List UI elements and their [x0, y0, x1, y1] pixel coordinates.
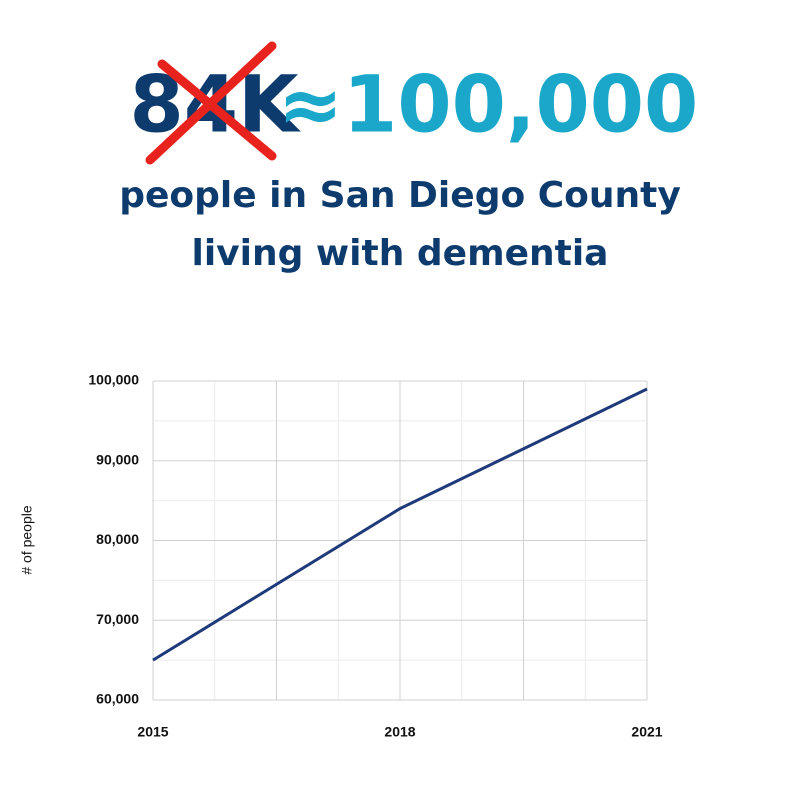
- x-tick-label: 2021: [631, 724, 662, 740]
- y-axis-label: # of people: [19, 505, 35, 574]
- y-tick-label: 60,000: [96, 691, 139, 707]
- x-tick-label: 2015: [137, 724, 168, 740]
- y-tick-label: 70,000: [96, 611, 139, 627]
- y-tick-label: 80,000: [96, 531, 139, 547]
- y-tick-label: 100,000: [88, 372, 139, 388]
- title-line: people in San Diego County: [119, 175, 681, 216]
- x-tick-label: 2018: [384, 724, 415, 740]
- new-estimate: ≈100,000: [278, 60, 699, 150]
- strike-out: [145, 41, 277, 165]
- data-line: [152, 387, 648, 662]
- title-line: living with dementia: [192, 233, 609, 274]
- y-tick-label: 90,000: [96, 451, 139, 467]
